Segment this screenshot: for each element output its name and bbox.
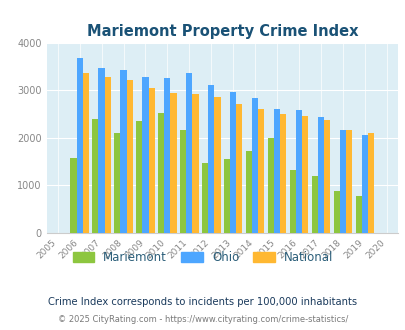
Bar xyxy=(224,159,230,233)
Bar xyxy=(83,73,89,233)
Bar xyxy=(214,96,220,233)
Bar xyxy=(208,85,214,233)
Bar xyxy=(355,196,361,233)
Bar xyxy=(236,104,242,233)
Bar xyxy=(361,135,367,233)
Bar xyxy=(245,151,252,233)
Bar xyxy=(273,109,279,233)
Bar xyxy=(186,73,192,233)
Text: © 2025 CityRating.com - https://www.cityrating.com/crime-statistics/: © 2025 CityRating.com - https://www.city… xyxy=(58,315,347,324)
Bar xyxy=(230,92,236,233)
Bar xyxy=(70,158,77,233)
Bar xyxy=(317,117,323,233)
Bar xyxy=(120,70,126,233)
Bar xyxy=(301,116,307,233)
Bar xyxy=(311,176,317,233)
Legend: Mariemont, Ohio, National: Mariemont, Ohio, National xyxy=(68,246,337,269)
Bar xyxy=(148,88,154,233)
Bar xyxy=(295,110,301,233)
Bar xyxy=(180,130,186,233)
Bar xyxy=(158,113,164,233)
Bar xyxy=(192,94,198,233)
Bar xyxy=(202,163,208,233)
Bar xyxy=(104,77,111,233)
Bar xyxy=(252,98,258,233)
Bar xyxy=(289,170,295,233)
Bar xyxy=(345,130,352,233)
Bar xyxy=(333,191,339,233)
Bar xyxy=(92,119,98,233)
Bar xyxy=(126,80,132,233)
Bar xyxy=(164,79,170,233)
Bar xyxy=(339,130,345,233)
Bar xyxy=(258,109,264,233)
Bar xyxy=(170,93,176,233)
Text: Crime Index corresponds to incidents per 100,000 inhabitants: Crime Index corresponds to incidents per… xyxy=(48,297,357,307)
Bar xyxy=(142,77,148,233)
Bar xyxy=(98,68,104,233)
Bar xyxy=(136,121,142,233)
Title: Mariemont Property Crime Index: Mariemont Property Crime Index xyxy=(86,24,357,39)
Bar xyxy=(114,133,120,233)
Bar xyxy=(77,58,83,233)
Bar xyxy=(323,120,329,233)
Bar xyxy=(367,133,373,233)
Bar xyxy=(267,138,273,233)
Bar xyxy=(279,114,286,233)
